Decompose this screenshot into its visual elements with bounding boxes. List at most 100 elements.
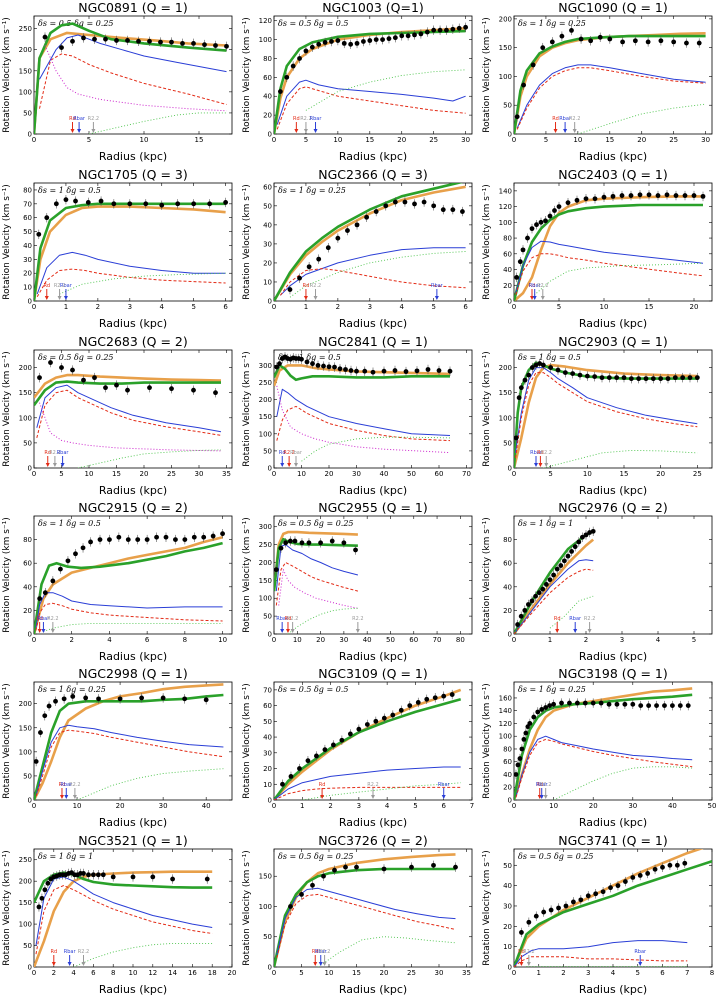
observed-data-point [341,540,347,546]
observed-data-point [526,372,532,378]
observed-data-point [42,590,48,596]
x-tick-label: 2 [69,636,73,644]
y-tick-label: 40 [263,93,272,101]
series-line-dgreen [531,262,704,298]
x-tick-label: 5 [299,969,303,977]
observed-data-point [299,891,304,897]
observed-data-point [578,36,584,42]
observed-data-point [402,199,408,205]
observed-data-point [549,39,555,45]
chart-svg: NGC3726 (Q = 2) 0 5 10 15 20 25 30 35 0 50 100 150 Ra… [242,833,473,996]
observed-data-point [297,766,302,771]
observed-data-point [547,703,553,708]
observed-data-point [325,245,331,251]
chart-title: NGC2955 (Q = 1) [318,500,428,515]
observed-data-point [440,207,446,213]
observed-data-point [529,365,535,370]
x-tick-label: 15 [645,303,654,311]
chart-title: NGC3521 (Q = 1) [78,833,188,848]
observed-data-point [521,737,527,742]
delta-annotation: δs = 0.5 δg = 0.25 [518,852,594,861]
y-tick-label: 80 [503,745,512,753]
y-axis-label: Rotation Velocity (km s⁻¹) [2,17,12,133]
radius-marker-label: Rbar [569,616,582,622]
y-tick-label: 20 [23,270,32,278]
y-axis-label: Rotation Velocity (km s⁻¹) [482,184,492,300]
y-axis-label: Rotation Velocity (km s⁻¹) [242,517,252,633]
radius-marker-label: R2.2 [541,450,552,456]
series-line-blue [276,887,456,956]
observed-data-point [515,762,521,768]
observed-data-point [414,368,420,374]
observed-data-point [95,872,101,878]
observed-data-point [343,367,348,372]
observed-data-point [97,537,103,542]
observed-data-point [670,703,675,708]
observed-data-point [700,193,706,199]
observed-data-point [569,27,574,33]
radius-marker-arrowhead [91,129,96,133]
radius-marker-arrowhead [530,296,534,300]
observed-data-point [582,700,588,706]
radius-marker-label: Rbar [536,782,549,788]
x-tick-label: 5 [636,969,640,977]
y-tick-label: 250 [19,856,32,864]
observed-data-point [431,203,437,209]
observed-data-point [392,199,398,205]
observed-data-point [552,208,557,213]
observed-data-point [632,38,638,44]
x-tick-label: 0 [272,470,276,478]
series-line-orange [34,535,223,634]
y-tick-label: 20 [263,259,272,267]
observed-data-point [562,558,567,564]
plot-area [274,183,466,301]
observed-data-point [409,864,414,870]
observed-data-point [160,695,166,701]
delta-annotation: δs = 1 δg = 0.25 [518,19,586,28]
observed-data-point [696,40,702,46]
observed-data-point [522,377,528,383]
observed-data-point [548,365,554,370]
x-tick-label: 6 [660,969,665,977]
observed-data-point [299,540,305,546]
plot-frame [33,15,233,135]
observed-data-point [154,534,159,540]
radius-marker-label: Rd [293,116,300,122]
y-axis-label: Rotation Velocity (km s⁻¹) [482,17,492,133]
observed-data-point [180,40,185,46]
radius-marker-arrowhead [77,129,82,133]
series-line-red [514,568,594,634]
radius-marker-arrowhead [434,296,439,300]
y-tick-label: 100 [259,430,272,438]
observed-data-point [672,375,678,381]
x-tick-label: 25 [693,470,702,478]
radius-marker-label: Rd [303,283,310,289]
delta-annotation: δs = 0.5 δg = 0.5 [278,685,348,694]
y-tick-label: 0 [28,797,32,805]
observed-data-point [321,363,326,369]
plot-frame [273,15,473,135]
observed-data-point [529,226,535,232]
chart-title: NGC2903 (Q = 1) [558,334,668,349]
x-axis-label: Radius (kpc) [99,317,167,330]
observed-data-point [34,759,39,764]
x-tick-label: 1 [304,303,308,311]
radius-marker-arrowhead [45,463,50,467]
y-axis-label: Rotation Velocity (km s⁻¹) [242,351,252,467]
observed-data-point [343,864,348,870]
series-line-dgreen [301,436,451,462]
observed-data-point [547,213,553,219]
series-line-blue [515,735,693,797]
observed-data-point [517,259,523,265]
radius-marker-label: R2.2 [88,116,99,122]
observed-data-point [356,726,362,732]
observed-data-point [83,695,89,701]
series-line-orange [34,373,222,399]
x-tick-label: 40 [380,470,389,478]
x-tick-label: 50 [407,470,416,478]
x-tick-label: 0 [512,136,516,144]
observed-data-point [539,707,545,712]
delta-annotation: δs = 1 δg = 0.5 [518,353,581,362]
x-tick-label: 30 [195,470,204,478]
series-line-dgreen [543,449,698,468]
